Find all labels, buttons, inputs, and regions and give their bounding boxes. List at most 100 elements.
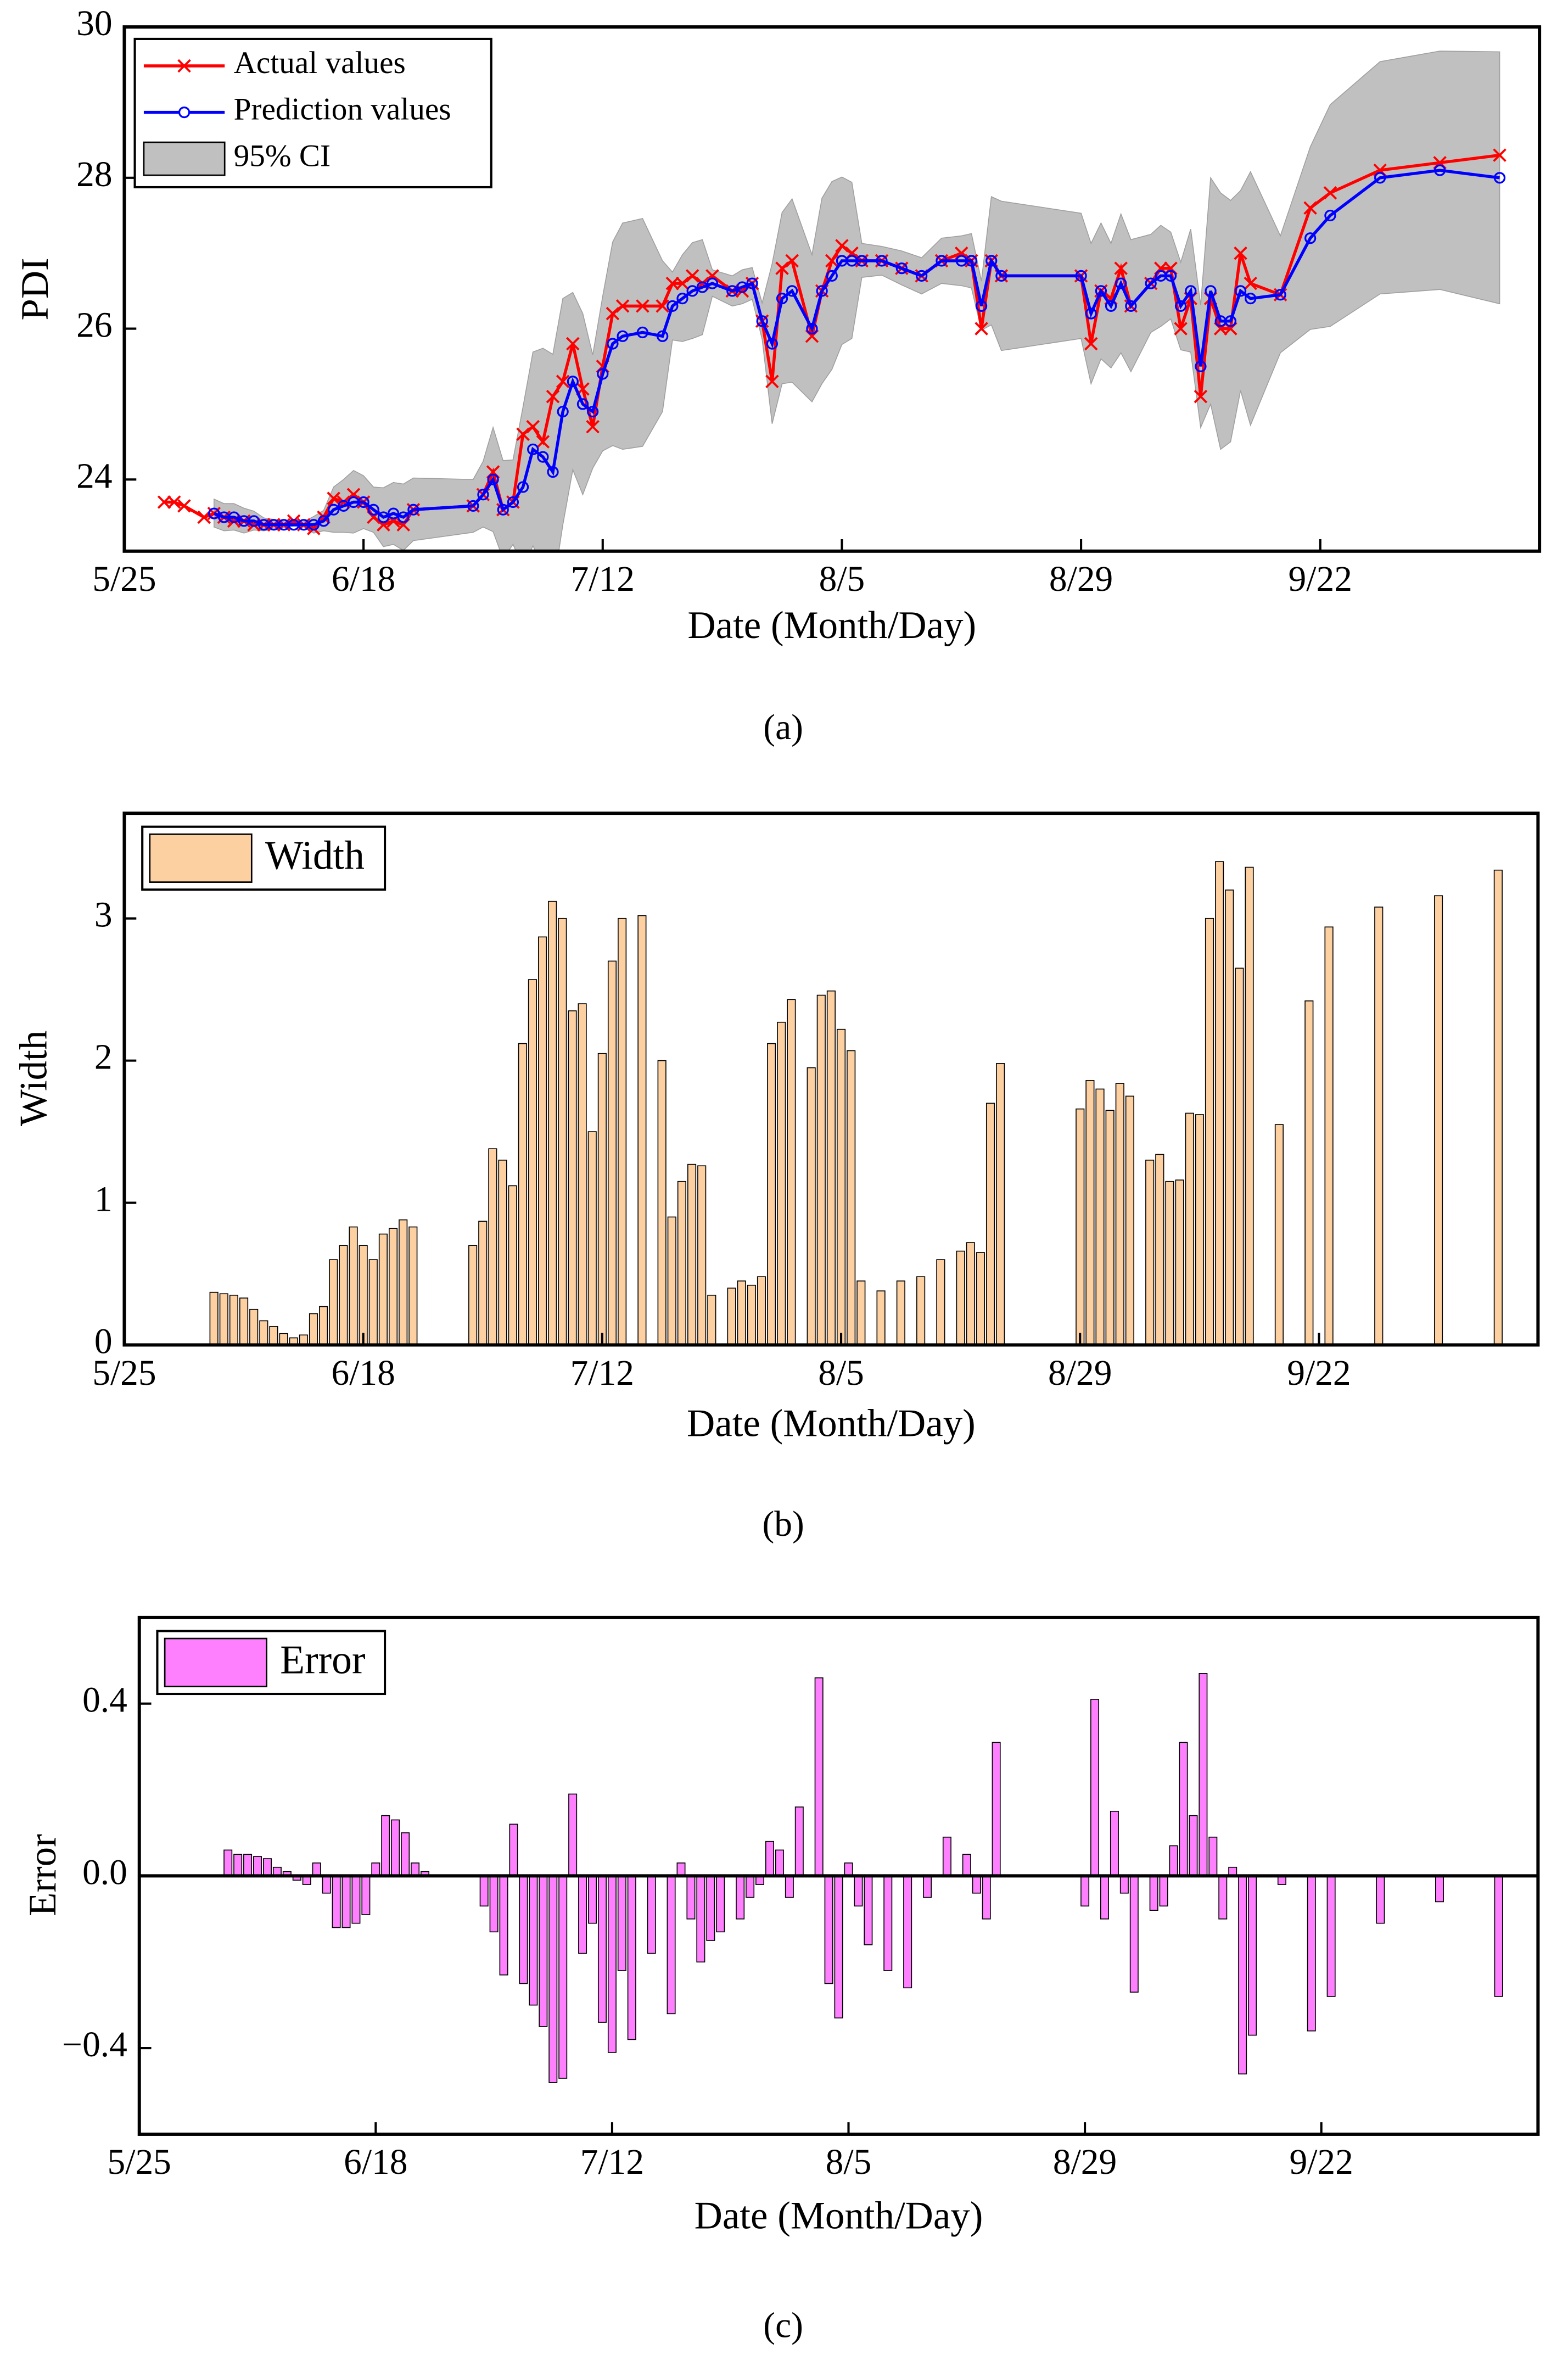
bar [896, 1280, 905, 1345]
bar [1175, 1179, 1184, 1345]
bar [408, 1226, 418, 1345]
bar [746, 1875, 755, 1898]
caption: (b) [762, 1504, 804, 1544]
bar [767, 1043, 776, 1345]
marker-circle [856, 255, 868, 267]
marker-x [825, 254, 839, 268]
bar [697, 1165, 707, 1345]
marker-circle [547, 466, 559, 478]
marker-circle [636, 326, 649, 339]
marker-circle [397, 511, 410, 523]
marker-circle [1125, 300, 1137, 312]
bar [716, 1875, 725, 1933]
plot-frame [122, 25, 1542, 553]
bar [597, 1875, 607, 2023]
bar [667, 1875, 676, 2015]
bar [537, 936, 547, 1345]
bar [647, 1875, 656, 1954]
marker-circle [975, 300, 988, 312]
series-line [213, 169, 1500, 527]
marker-circle [1324, 209, 1336, 222]
bar [1376, 1875, 1385, 1924]
bar [209, 1291, 219, 1345]
x-axis-label: Date (Month/Day) [695, 2195, 983, 2237]
bar [339, 1245, 348, 1345]
bar [1238, 1875, 1247, 2074]
marker-x [835, 239, 849, 253]
bar [1095, 1088, 1105, 1345]
bar [1149, 1875, 1158, 1911]
marker-x [765, 374, 779, 388]
bar [787, 999, 796, 1345]
x-tick-label: 7/12 [580, 2143, 644, 2182]
marker-x [197, 510, 211, 524]
marker-circle [686, 285, 698, 297]
marker-x [1114, 261, 1128, 275]
legend-label: Error [280, 1637, 365, 1682]
x-tick-label: 9/22 [1289, 2143, 1353, 2182]
x-tick-label: 7/12 [571, 560, 635, 599]
bar [1205, 918, 1214, 1345]
bar [568, 1793, 578, 1877]
marker-circle [1433, 164, 1446, 176]
marker-x [1234, 246, 1247, 260]
bar [312, 1862, 321, 1877]
bar [219, 1293, 228, 1345]
bar [856, 1280, 866, 1345]
bar [322, 1875, 331, 1894]
bar [824, 1875, 833, 1984]
x-axis-label: Date (Month/Day) [687, 604, 976, 647]
bar [253, 1856, 262, 1877]
marker-circle [776, 292, 788, 305]
bar [794, 1806, 804, 1877]
marker-circle [876, 255, 888, 267]
marker-circle [597, 368, 609, 380]
y-tick-label: 0.0 [82, 1853, 127, 1892]
legend-marker [178, 106, 191, 119]
bar [568, 1010, 577, 1345]
x-tick-label: 8/29 [1048, 1353, 1112, 1393]
marker-circle [477, 489, 489, 501]
bar [847, 1050, 856, 1345]
plot-frame [122, 812, 1540, 1347]
y-tick-label: −0.4 [62, 2025, 127, 2065]
bar [972, 1875, 981, 1894]
marker-circle [557, 406, 569, 418]
marker-circle [537, 451, 549, 463]
bar [1324, 926, 1334, 1345]
marker-circle [1095, 285, 1107, 297]
bar [736, 1875, 745, 1920]
y-axis-label: Error [21, 1834, 64, 1916]
marker-circle [228, 511, 240, 523]
bar [519, 1875, 528, 1984]
marker-circle [676, 292, 688, 305]
bar [1433, 895, 1443, 1345]
marker-circle [517, 481, 529, 493]
bar [1208, 1837, 1218, 1877]
marker-circle [617, 330, 629, 342]
plot-area [223, 1673, 1503, 2083]
marker-circle [736, 281, 748, 293]
bar [657, 1060, 667, 1345]
x-tick-label: 6/18 [331, 1353, 395, 1393]
bar [1179, 1742, 1188, 1877]
bar [479, 1875, 489, 1907]
bar [903, 1875, 912, 1989]
bar [627, 1875, 636, 2040]
marker-circle [607, 338, 619, 350]
marker-circle [527, 443, 539, 455]
bar [489, 1875, 499, 1933]
plot-frame [137, 1615, 1540, 2136]
marker-circle [1245, 292, 1257, 305]
marker-circle [248, 515, 260, 527]
marker-circle [567, 376, 579, 388]
bar [1248, 1875, 1257, 2036]
bar [388, 1228, 398, 1345]
bar [361, 1875, 371, 1915]
marker-circle [806, 322, 818, 335]
bar [1145, 1160, 1155, 1345]
bar [1494, 1875, 1503, 1997]
bar [1115, 1083, 1124, 1345]
bar [368, 1259, 378, 1345]
marker-circle [1274, 289, 1286, 301]
